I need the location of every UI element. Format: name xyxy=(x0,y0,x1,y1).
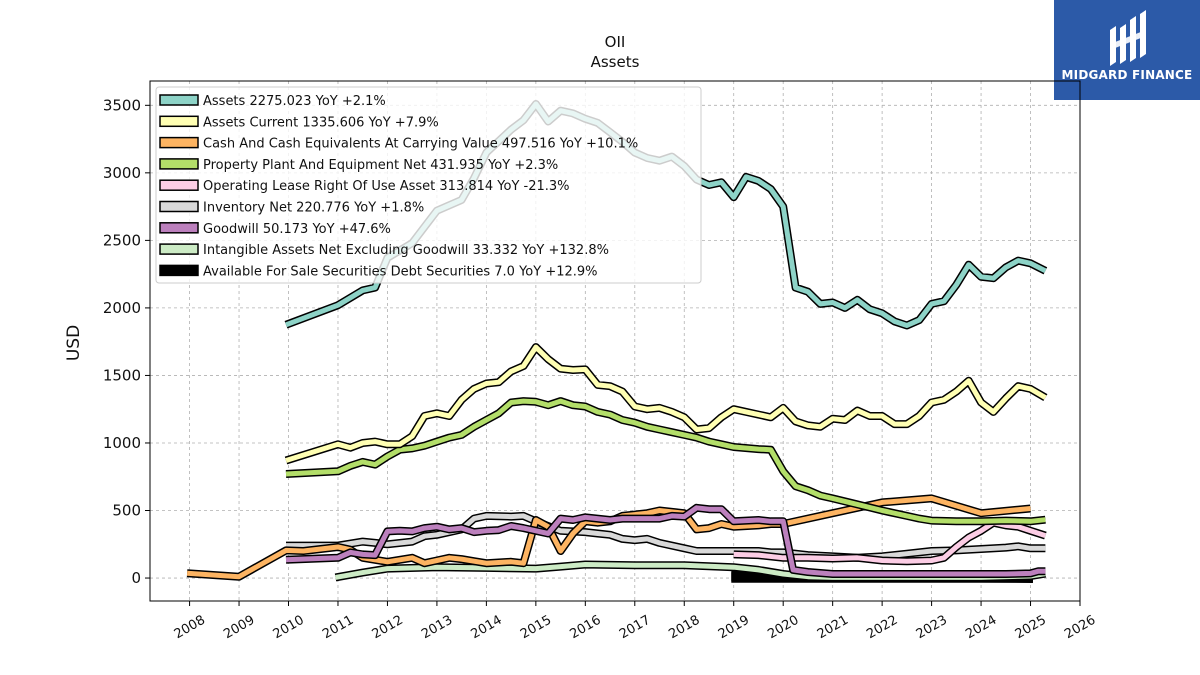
series-goodwill xyxy=(285,503,1046,578)
x-tick-label: 2019 xyxy=(716,613,752,643)
series-cash-and-cash-equivalents-at-carrying-value xyxy=(186,494,1031,581)
x-tick-label: 2009 xyxy=(221,613,257,643)
series-line xyxy=(285,505,1046,577)
x-tick-label: 2025 xyxy=(1013,613,1049,643)
legend-swatch xyxy=(159,179,199,191)
legend-label: Property Plant And Equipment Net 431.935… xyxy=(203,158,558,173)
series-line xyxy=(286,513,1046,561)
chart-title: OII xyxy=(605,33,626,51)
x-tick-label: 2014 xyxy=(469,613,505,643)
y-tick-label: 2500 xyxy=(103,231,141,249)
legend-label: Inventory Net 220.776 YoY +1.8% xyxy=(203,201,424,216)
plot-frame xyxy=(149,80,1081,602)
legend-item: Cash And Cash Equivalents At Carrying Va… xyxy=(159,136,638,152)
legend-swatch xyxy=(159,136,199,149)
y-tick-label: 500 xyxy=(112,502,141,520)
series-property-plant-and-equipment-net xyxy=(285,397,1046,526)
legend-label: Cash And Cash Equivalents At Carrying Va… xyxy=(203,137,638,152)
x-tick-label: 2013 xyxy=(419,613,455,643)
x-tick-label: 2024 xyxy=(963,613,999,643)
x-tick-label: 2022 xyxy=(864,613,900,643)
legend-swatch xyxy=(159,264,199,277)
legend-label: Goodwill 50.173 YoY +47.6% xyxy=(203,222,391,237)
x-tick-label: 2023 xyxy=(914,613,950,643)
legend-swatch xyxy=(159,243,199,255)
x-tick-label: 2018 xyxy=(666,613,702,643)
series-line xyxy=(733,520,1047,564)
series-line xyxy=(285,398,1046,524)
legend-swatch xyxy=(159,115,199,128)
series-line xyxy=(285,344,1047,463)
x-tick-label: 2021 xyxy=(815,613,851,643)
legend-label: Assets 2275.023 YoY +2.1% xyxy=(203,94,386,109)
legend-item: Intangible Assets Net Excluding Goodwill… xyxy=(159,243,609,258)
x-tick-label: 2008 xyxy=(172,613,208,643)
series-inventory-net xyxy=(286,511,1046,562)
series-line xyxy=(186,495,1031,580)
x-tick-label: 2017 xyxy=(617,613,653,643)
legend-item: Goodwill 50.173 YoY +47.6% xyxy=(159,222,391,237)
legend-item: Assets 2275.023 YoY +2.1% xyxy=(159,94,386,109)
x-tick-label: 2015 xyxy=(518,613,554,643)
x-tick-label: 2020 xyxy=(765,613,801,643)
y-tick-label: 3000 xyxy=(103,164,141,182)
legend-label: Available For Sale Securities Debt Secur… xyxy=(203,264,598,279)
brand-logo: MIDGARD FINANCE xyxy=(1054,0,1200,100)
y-tick-label: 2000 xyxy=(103,299,141,317)
legend-label: Operating Lease Right Of Use Asset 313.8… xyxy=(203,179,570,194)
legend-item: Available For Sale Securities Debt Secur… xyxy=(159,264,598,279)
legend-item: Property Plant And Equipment Net 431.935… xyxy=(159,158,558,173)
x-tick-label: 2012 xyxy=(370,613,406,643)
legend-swatch xyxy=(159,158,199,170)
legend-label: Assets Current 1335.606 YoY +7.9% xyxy=(203,115,439,130)
y-tick-label: 0 xyxy=(131,569,141,587)
y-tick-label: 1500 xyxy=(103,366,141,384)
legend-item: Assets Current 1335.606 YoY +7.9% xyxy=(159,115,439,130)
legend-item: Inventory Net 220.776 YoY +1.8% xyxy=(159,200,424,216)
series-operating-lease-right-of-use-asset xyxy=(733,518,1047,566)
legend-box xyxy=(155,86,702,284)
chart-subtitle: Assets xyxy=(591,53,640,71)
x-tick-label: 2026 xyxy=(1062,613,1098,643)
y-tick-label: 3500 xyxy=(103,96,141,114)
legend-swatch xyxy=(159,222,199,234)
legend-swatch xyxy=(159,200,199,213)
logo-mark-icon xyxy=(1110,10,1146,66)
x-tick-label: 2010 xyxy=(271,613,307,643)
legend-item: Operating Lease Right Of Use Asset 313.8… xyxy=(159,179,570,194)
series-assets-current xyxy=(284,343,1048,465)
legend-swatch xyxy=(159,94,199,106)
x-tick-label: 2016 xyxy=(567,613,603,643)
y-tick-label: 1000 xyxy=(103,434,141,452)
brand-logo-text: MIDGARD FINANCE xyxy=(1061,68,1193,82)
series-layer xyxy=(186,100,1048,583)
x-tick-label: 2011 xyxy=(320,613,356,643)
legend-label: Intangible Assets Net Excluding Goodwill… xyxy=(203,243,609,258)
legend: Assets 2275.023 YoY +2.1% Assets Current … xyxy=(155,86,702,284)
y-axis-label: USD xyxy=(64,325,84,361)
